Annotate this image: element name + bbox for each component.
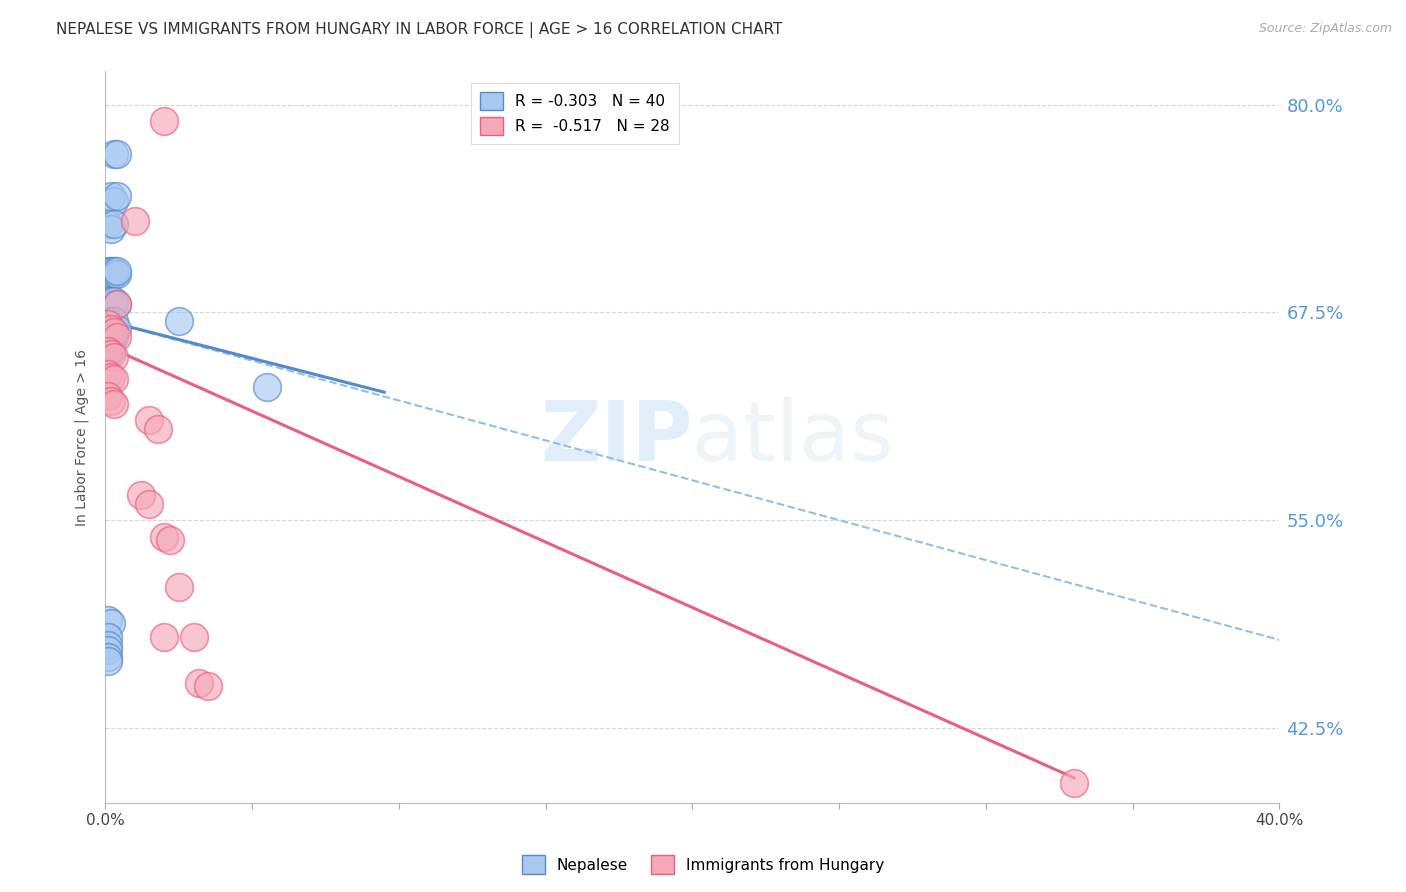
Point bbox=[103, 372, 125, 386]
Point bbox=[256, 380, 278, 394]
Point bbox=[105, 322, 128, 336]
Point bbox=[105, 147, 128, 161]
Point bbox=[100, 267, 122, 281]
Point bbox=[97, 630, 120, 644]
Point bbox=[105, 267, 128, 281]
Point bbox=[103, 314, 125, 328]
Point bbox=[103, 330, 125, 344]
Point bbox=[105, 297, 128, 311]
Point bbox=[97, 338, 120, 352]
Point bbox=[100, 393, 122, 408]
Point bbox=[97, 367, 120, 381]
Point bbox=[97, 655, 120, 669]
Point bbox=[103, 351, 125, 365]
Point bbox=[97, 347, 120, 361]
Point bbox=[183, 630, 205, 644]
Point bbox=[148, 422, 170, 436]
Point bbox=[97, 343, 120, 358]
Point bbox=[124, 214, 146, 228]
Point bbox=[100, 189, 122, 203]
Point bbox=[103, 194, 125, 208]
Text: ZIP: ZIP bbox=[540, 397, 692, 477]
Point bbox=[153, 114, 176, 128]
Point bbox=[103, 264, 125, 278]
Point bbox=[167, 580, 190, 594]
Point bbox=[103, 397, 125, 411]
Point bbox=[103, 267, 125, 281]
Point bbox=[105, 189, 128, 203]
Text: Source: ZipAtlas.com: Source: ZipAtlas.com bbox=[1258, 22, 1392, 36]
Legend: Nepalese, Immigrants from Hungary: Nepalese, Immigrants from Hungary bbox=[516, 849, 890, 880]
Point bbox=[100, 347, 122, 361]
Point bbox=[100, 297, 122, 311]
Point bbox=[153, 630, 176, 644]
Point bbox=[1063, 776, 1085, 790]
Point bbox=[100, 616, 122, 631]
Point bbox=[97, 217, 120, 231]
Point bbox=[105, 330, 128, 344]
Point bbox=[100, 317, 122, 331]
Point bbox=[197, 680, 219, 694]
Point bbox=[100, 264, 122, 278]
Point bbox=[100, 334, 122, 348]
Point bbox=[97, 314, 120, 328]
Point bbox=[105, 264, 128, 278]
Text: atlas: atlas bbox=[692, 397, 894, 477]
Point bbox=[97, 388, 120, 402]
Point bbox=[97, 317, 120, 331]
Point bbox=[97, 638, 120, 652]
Point bbox=[129, 488, 152, 502]
Point bbox=[138, 497, 160, 511]
Point bbox=[103, 147, 125, 161]
Point bbox=[97, 264, 120, 278]
Point bbox=[100, 222, 122, 236]
Text: NEPALESE VS IMMIGRANTS FROM HUNGARY IN LABOR FORCE | AGE > 16 CORRELATION CHART: NEPALESE VS IMMIGRANTS FROM HUNGARY IN L… bbox=[56, 22, 783, 38]
Point bbox=[103, 297, 125, 311]
Point bbox=[103, 217, 125, 231]
Point bbox=[153, 530, 176, 544]
Point bbox=[97, 330, 120, 344]
Point bbox=[103, 293, 125, 308]
Point bbox=[188, 676, 211, 690]
Point bbox=[105, 297, 128, 311]
Point bbox=[167, 314, 190, 328]
Point bbox=[97, 643, 120, 657]
Point bbox=[100, 293, 122, 308]
Point bbox=[97, 613, 120, 627]
Point bbox=[97, 293, 120, 308]
Point bbox=[100, 322, 122, 336]
Point bbox=[159, 533, 181, 548]
Point bbox=[100, 343, 122, 358]
Point bbox=[97, 649, 120, 664]
Point bbox=[100, 370, 122, 384]
Y-axis label: In Labor Force | Age > 16: In Labor Force | Age > 16 bbox=[75, 349, 90, 525]
Point bbox=[103, 326, 125, 340]
Legend: R = -0.303   N = 40, R =  -0.517   N = 28: R = -0.303 N = 40, R = -0.517 N = 28 bbox=[471, 83, 679, 145]
Point bbox=[138, 413, 160, 427]
